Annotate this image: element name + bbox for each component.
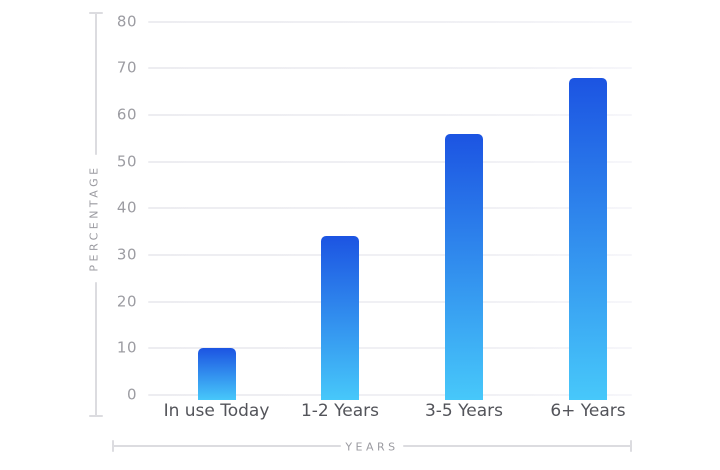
category-label-3-5-years: 3-5 Years bbox=[424, 401, 504, 421]
gridline-70 bbox=[148, 67, 632, 70]
y-tick-label-30: 30 bbox=[116, 245, 137, 264]
y-axis-end-tick-bottom bbox=[89, 415, 103, 417]
x-axis-title: YEARS bbox=[345, 440, 399, 454]
y-tick-label-70: 70 bbox=[116, 58, 137, 77]
gridline-80 bbox=[148, 20, 632, 23]
bar-1-2-years bbox=[321, 236, 359, 400]
y-tick-label-80: 80 bbox=[116, 12, 137, 31]
bar-in-use-today bbox=[197, 348, 236, 400]
y-tick-label-60: 60 bbox=[116, 105, 137, 124]
gridline-30 bbox=[148, 253, 632, 256]
gridline-40 bbox=[148, 207, 632, 210]
y-tick-label-20: 20 bbox=[116, 292, 137, 311]
y-axis-end-tick-top bbox=[89, 12, 103, 14]
gridline-60 bbox=[148, 113, 632, 116]
gridline-50 bbox=[148, 160, 632, 163]
category-label-in-use-today: In use Today bbox=[163, 401, 270, 421]
y-tick-label-40: 40 bbox=[116, 198, 137, 217]
y-axis-title: PERCENTAGE bbox=[87, 164, 101, 272]
bar-6-years bbox=[569, 77, 607, 400]
y-axis-line-upper bbox=[95, 13, 97, 155]
y-tick-label-50: 50 bbox=[116, 152, 137, 171]
y-axis-line-lower bbox=[95, 282, 97, 417]
x-axis-end-tick-right bbox=[630, 440, 632, 452]
category-label-1-2-years: 1-2 Years bbox=[300, 401, 380, 421]
category-label-6-years: 6+ Years bbox=[550, 401, 626, 421]
y-tick-label-0: 0 bbox=[126, 385, 137, 404]
x-axis-end-tick-left bbox=[112, 440, 114, 452]
x-axis-line-left bbox=[113, 445, 341, 447]
x-axis-line-right bbox=[403, 445, 631, 447]
gridline-20 bbox=[148, 300, 632, 303]
y-tick-label-10: 10 bbox=[116, 338, 137, 357]
gridline-10 bbox=[148, 347, 632, 350]
bar-3-5-years bbox=[445, 133, 483, 400]
gridline-0 bbox=[148, 394, 632, 396]
